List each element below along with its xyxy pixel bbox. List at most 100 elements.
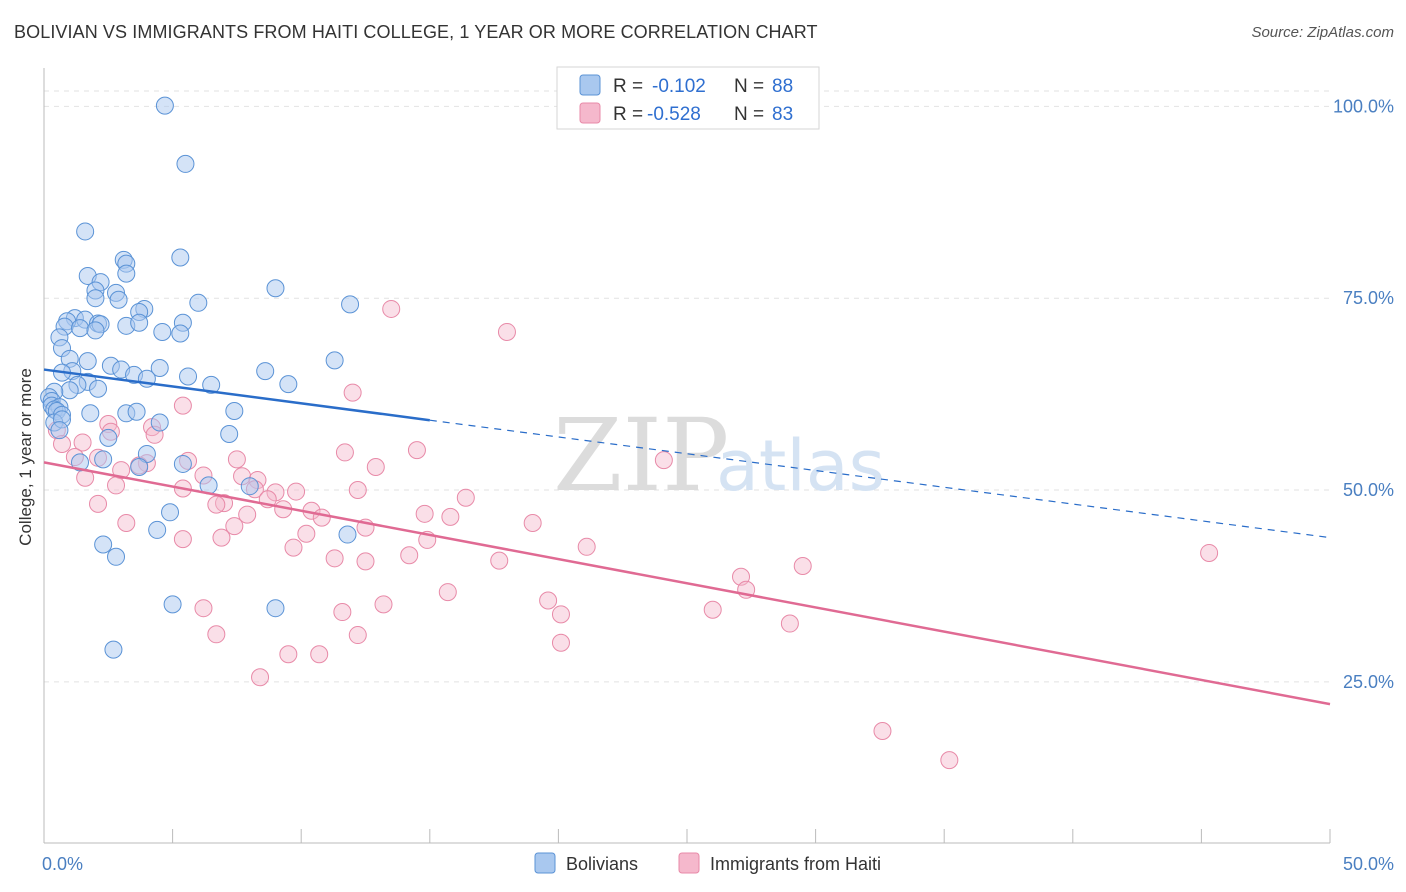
haiti-point	[333, 603, 352, 622]
bolivian-point	[89, 379, 108, 398]
bolivian-point	[104, 640, 123, 659]
x-tick-label: 0.0%	[42, 854, 83, 874]
source-label: Source: ZipAtlas.com	[1251, 24, 1394, 41]
bolivian-point	[60, 381, 79, 400]
haiti-points	[47, 299, 1219, 770]
bolivian-point	[189, 293, 208, 312]
series-swatch-bolivians	[534, 852, 556, 874]
bolivian-point	[341, 295, 360, 314]
haiti-point	[310, 645, 329, 664]
haiti-point	[551, 605, 570, 624]
bolivian-point	[163, 595, 182, 614]
haiti-point	[366, 458, 385, 477]
haiti-point	[284, 538, 303, 557]
haiti-point	[215, 494, 234, 513]
correlation-legend: R = -0.102 N = 88 R = -0.528 N = 83	[556, 66, 820, 130]
legend-swatch-bolivians	[579, 74, 601, 96]
bolivian-point	[86, 289, 105, 308]
haiti-point	[456, 488, 475, 507]
legend-n-value-1: 88	[772, 76, 793, 97]
haiti-point	[225, 517, 244, 536]
haiti-point	[1200, 543, 1219, 562]
bolivian-point	[171, 324, 190, 343]
bolivian-point	[86, 321, 105, 340]
haiti-point	[117, 514, 136, 533]
bolivian-point	[71, 453, 90, 472]
haiti-point	[89, 494, 108, 513]
bolivian-point	[127, 402, 146, 421]
bolivian-point	[94, 450, 113, 469]
bolivian-point	[171, 248, 190, 267]
bolivian-point	[225, 401, 244, 420]
bolivian-point	[50, 421, 69, 440]
haiti-point	[415, 504, 434, 523]
watermark-zip: ZIP	[553, 397, 729, 514]
bolivian-point	[109, 290, 128, 309]
legend-r-label-1: R =	[613, 76, 643, 97]
chart-title: BOLIVIAN VS IMMIGRANTS FROM HAITI COLLEG…	[14, 22, 818, 42]
haiti-point	[497, 322, 516, 341]
haiti-point	[287, 482, 306, 501]
haiti-point	[490, 551, 509, 570]
haiti-point	[793, 556, 812, 575]
bolivian-point	[117, 264, 136, 283]
haiti-point	[873, 721, 892, 740]
haiti-trend-line	[43, 461, 1331, 706]
bolivian-point	[173, 454, 192, 473]
bolivian-point	[202, 375, 221, 394]
haiti-point	[227, 450, 246, 469]
grid-lines	[44, 90, 1330, 683]
bolivian-point	[325, 351, 344, 370]
bolivian-point	[179, 367, 198, 386]
bolivian-point	[266, 279, 285, 298]
haiti-point	[523, 514, 542, 533]
series-swatch-haiti	[678, 852, 700, 874]
haiti-point	[312, 508, 331, 527]
bolivian-point	[78, 352, 97, 371]
bolivian-point	[256, 362, 275, 381]
bolivian-point	[94, 535, 113, 554]
legend-r-value-2: -0.528	[647, 104, 701, 125]
bolivian-point	[150, 413, 169, 432]
trend-lines	[43, 368, 1331, 706]
haiti-point	[940, 751, 959, 770]
legend-r-value-1: -0.102	[652, 76, 706, 97]
bolivian-point	[338, 525, 357, 544]
y-tick-label: 75.0%	[1343, 288, 1394, 308]
bolivian-point	[76, 222, 95, 241]
haiti-point	[438, 583, 457, 602]
haiti-point	[207, 625, 226, 644]
haiti-point	[348, 481, 367, 500]
series-label-haiti: Immigrants from Haiti	[710, 854, 881, 874]
y-tick-label: 100.0%	[1333, 96, 1394, 116]
watermark-atlas: atlas	[716, 425, 885, 507]
series-label-bolivians: Bolivians	[566, 854, 638, 874]
haiti-point	[73, 433, 92, 452]
watermark: ZIP atlas	[553, 397, 885, 514]
haiti-point	[577, 537, 596, 556]
bolivian-point	[81, 404, 100, 423]
haiti-point	[780, 614, 799, 633]
bolivian-point	[107, 547, 126, 566]
bolivian-point	[130, 313, 149, 332]
bolivian-point	[266, 599, 285, 618]
haiti-point	[173, 530, 192, 549]
bolivian-point	[71, 319, 90, 338]
haiti-point	[539, 591, 558, 610]
haiti-point	[374, 595, 393, 614]
haiti-point	[382, 299, 401, 318]
bolivian-trend-line	[43, 368, 430, 422]
series-legend: Bolivians Immigrants from Haiti	[534, 852, 881, 874]
haiti-point	[279, 645, 298, 664]
bolivian-point	[279, 375, 298, 394]
haiti-point	[212, 528, 231, 547]
haiti-point	[343, 383, 362, 402]
haiti-point	[173, 396, 192, 415]
bolivian-point	[130, 458, 149, 477]
haiti-point	[654, 451, 673, 470]
haiti-point	[194, 599, 213, 618]
legend-n-label-1: N =	[734, 76, 764, 97]
bolivian-point	[148, 520, 167, 539]
x-tick-label: 50.0%	[1343, 854, 1394, 874]
